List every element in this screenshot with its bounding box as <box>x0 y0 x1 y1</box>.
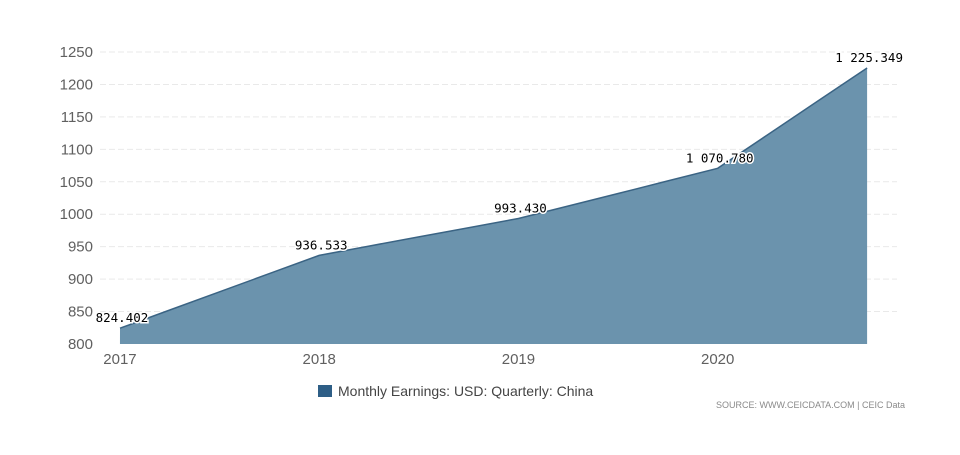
legend[interactable]: Monthly Earnings: USD: Quarterly: China <box>318 383 593 399</box>
data-label: 993.430 <box>494 200 547 215</box>
y-tick-label: 850 <box>68 304 93 321</box>
plot-area <box>119 67 868 344</box>
data-label: 824.402 <box>96 310 149 325</box>
y-tick-label: 1250 <box>60 44 93 61</box>
y-tick-label: 800 <box>68 336 93 353</box>
x-tick-label: 2017 <box>103 351 136 368</box>
y-tick-label: 1150 <box>61 109 93 126</box>
x-tick-label: 2020 <box>701 351 734 368</box>
series-line <box>119 67 868 329</box>
y-tick-label: 1100 <box>61 141 93 158</box>
data-labels: 824.402 936.533 993.430 1 070.780 1 225.349 <box>94 48 904 326</box>
y-tick-label: 1200 <box>60 76 93 93</box>
source-credit: SOURCE: WWW.CEICDATA.COM | CEIC Data <box>716 400 905 410</box>
x-tick-label: 2018 <box>303 351 336 368</box>
data-label: 936.533 <box>295 237 348 252</box>
y-tick-label: 900 <box>68 271 93 288</box>
y-tick-label: 950 <box>68 239 93 256</box>
series-area <box>119 68 868 344</box>
x-axis: 2017 2018 2019 2020 <box>103 351 734 368</box>
legend-label[interactable]: Monthly Earnings: USD: Quarterly: China <box>338 383 593 399</box>
data-label: 1 070.780 <box>686 150 754 165</box>
legend-swatch[interactable] <box>318 385 332 397</box>
data-label: 1 225.349 <box>835 50 903 65</box>
x-tick-label: 2019 <box>502 351 535 368</box>
y-axis: 800 850 900 950 1000 1050 1100 1150 1200 1250 <box>60 44 93 353</box>
y-tick-label: 1000 <box>60 206 93 223</box>
y-tick-label: 1050 <box>60 174 93 191</box>
